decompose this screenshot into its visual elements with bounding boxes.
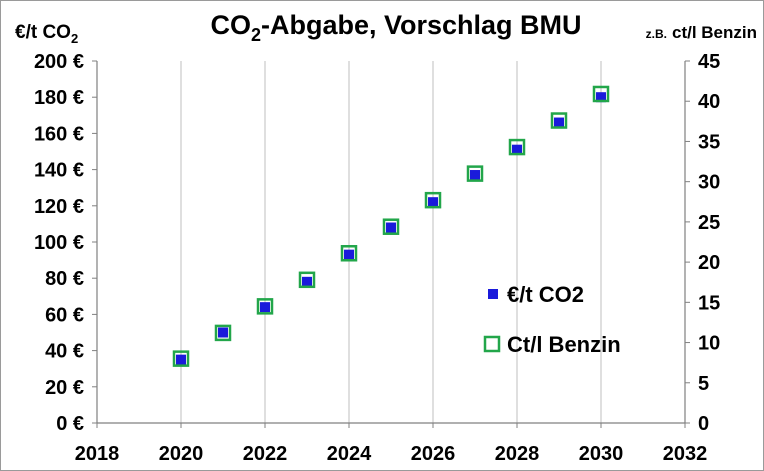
legend: €/t CO2 Ct/l Benzin [483, 282, 621, 357]
y-right-tick-label: 15 [698, 292, 720, 314]
x-tick-label: 2022 [243, 443, 288, 465]
y-axis-left-title: €/t CO2 [15, 22, 78, 46]
x-tick-label: 2026 [411, 443, 456, 465]
y-right-tick-label: 5 [698, 373, 709, 395]
y-left-tick-label: 100 € [34, 232, 84, 254]
legend-label-ct-per-l-benzin: Ct/l Benzin [507, 332, 621, 357]
x-tick-label: 2028 [495, 443, 540, 465]
legend-label-eur-per-t-co2: €/t CO2 [507, 282, 584, 307]
y-left-tick-label: 80 € [45, 268, 84, 290]
legend-marker-eur-per-t-co2 [488, 289, 498, 299]
y-right-tick-label: 40 [698, 91, 720, 113]
data-point-eur-per-t-co2 [512, 144, 522, 155]
y-right-tick-label: 0 [698, 413, 709, 435]
data-point-eur-per-t-co2 [302, 276, 312, 287]
data-point-eur-per-t-co2 [596, 92, 606, 103]
chart-title: CO2-Abgabe, Vorschlag BMU [210, 10, 581, 45]
x-tick-label: 2018 [75, 443, 120, 465]
y-axis-right-title-prefix: z.B. [646, 27, 667, 41]
y-left-tick-label: 20 € [45, 377, 84, 399]
y-right-tick-label: 10 [698, 333, 720, 355]
y-right-tick-label: 45 [698, 51, 720, 73]
grid-lines [180, 61, 602, 423]
data-point-eur-per-t-co2 [386, 222, 396, 233]
x-tick-label: 2032 [663, 443, 708, 465]
data-point-eur-per-t-co2 [470, 170, 480, 181]
x-tick-label: 2020 [159, 443, 204, 465]
data-point-eur-per-t-co2 [218, 327, 228, 338]
data-points [172, 85, 610, 367]
y-right-tick-label: 35 [698, 131, 720, 153]
y-axis-right-title-rest: ct/l Benzin [672, 23, 757, 42]
legend-marker-ct-per-l-benzin [483, 335, 501, 353]
y-left-tick-label: 200 € [34, 51, 84, 73]
y-left-tick-label: 180 € [34, 87, 84, 109]
y-left-tick-label: 160 € [34, 123, 84, 145]
y-left-tick-label: 60 € [45, 304, 84, 326]
chart-title-main: CO [210, 10, 251, 40]
data-point-eur-per-t-co2 [344, 249, 354, 260]
y-right-tick-label: 20 [698, 252, 720, 274]
y-left-tick-label: 140 € [34, 160, 84, 182]
data-point-eur-per-t-co2 [428, 197, 438, 208]
y-axis-right-title: z.B. ct/l Benzin [646, 23, 757, 42]
data-point-ct-per-l-benzin [256, 298, 274, 315]
axes [92, 60, 690, 428]
data-point-ct-per-l-benzin [592, 85, 610, 103]
data-point-ct-per-l-benzin [214, 324, 232, 342]
y-left-tick-label: 40 € [45, 341, 84, 363]
y-right-tick-label: 25 [698, 212, 720, 234]
data-point-ct-per-l-benzin [172, 350, 190, 367]
data-point-ct-per-l-benzin [340, 245, 358, 262]
data-point-eur-per-t-co2 [554, 117, 564, 128]
y-axis-left-title-subscript: 2 [71, 31, 78, 46]
x-tick-label: 2024 [327, 443, 372, 465]
data-point-ct-per-l-benzin [466, 165, 484, 182]
data-point-ct-per-l-benzin [424, 191, 442, 209]
data-point-eur-per-t-co2 [176, 354, 186, 365]
data-point-eur-per-t-co2 [260, 302, 270, 313]
data-point-ct-per-l-benzin [382, 218, 400, 235]
y-right-tick-label: 30 [698, 172, 720, 194]
y-axis-left-title-main: €/t CO [15, 22, 71, 43]
data-point-ct-per-l-benzin [550, 112, 568, 129]
x-tick-label: 2030 [579, 443, 624, 465]
data-point-ct-per-l-benzin [298, 271, 316, 289]
y-left-tick-label: 120 € [34, 196, 84, 218]
y-left-tick-label: 0 € [56, 413, 84, 435]
chart-title-rest: -Abgabe, Vorschlag BMU [261, 10, 582, 40]
data-point-ct-per-l-benzin [508, 138, 526, 156]
chart-title-subscript: 2 [251, 25, 261, 45]
